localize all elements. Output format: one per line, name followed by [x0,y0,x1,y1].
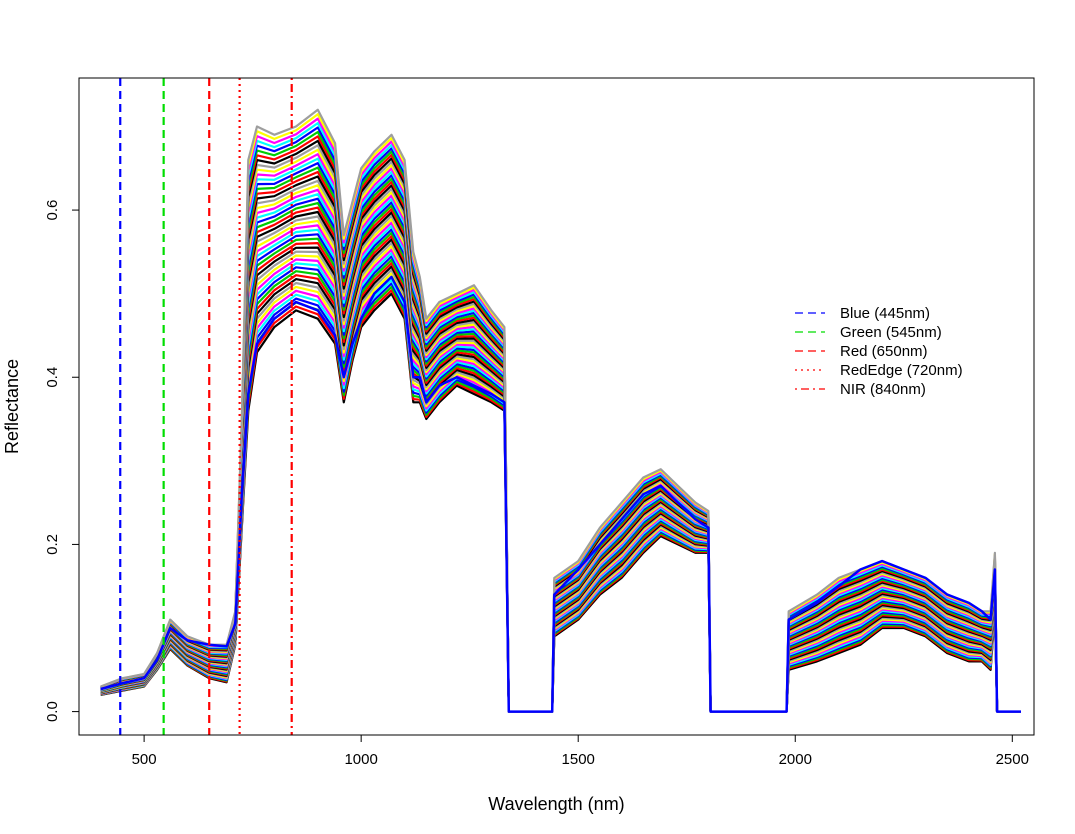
legend-label: RedEdge (720nm) [840,362,963,379]
legend-label: Green (545nm) [840,324,942,341]
reference-lines-layer [119,78,293,735]
legend-label: Blue (445nm) [840,305,930,322]
x-tick-label: 1500 [562,751,595,768]
x-tick-label: 500 [132,751,157,768]
y-axis-label: Reflectance [2,359,22,454]
spectrum-curve [100,221,1021,713]
curves-layer [100,108,1021,713]
spectrum-curve [100,197,1021,713]
y-tick-label: 0.2 [44,534,61,555]
x-tick-label: 2500 [996,751,1029,768]
legend: Blue (445nm) Green (545nm) Red (650nm) RedE… [795,305,963,398]
legend-label: Red (650nm) [840,343,928,360]
y-tick-label: 0.4 [44,367,61,388]
x-tick-label: 1000 [344,751,377,768]
x-tick-label: 2000 [779,751,812,768]
x-axis-label: Wavelength (nm) [488,794,624,814]
plot-frame [78,77,1035,736]
y-tick-label: 0.6 [44,200,61,221]
y-tick-label: 0.0 [44,701,61,722]
y-axis: 0.0 0.2 0.4 0.6 [44,200,80,722]
spectrum-curve-highlight [100,275,1021,713]
x-axis: 500 1000 1500 2000 2500 [132,734,1029,768]
legend-label: NIR (840nm) [840,381,926,398]
